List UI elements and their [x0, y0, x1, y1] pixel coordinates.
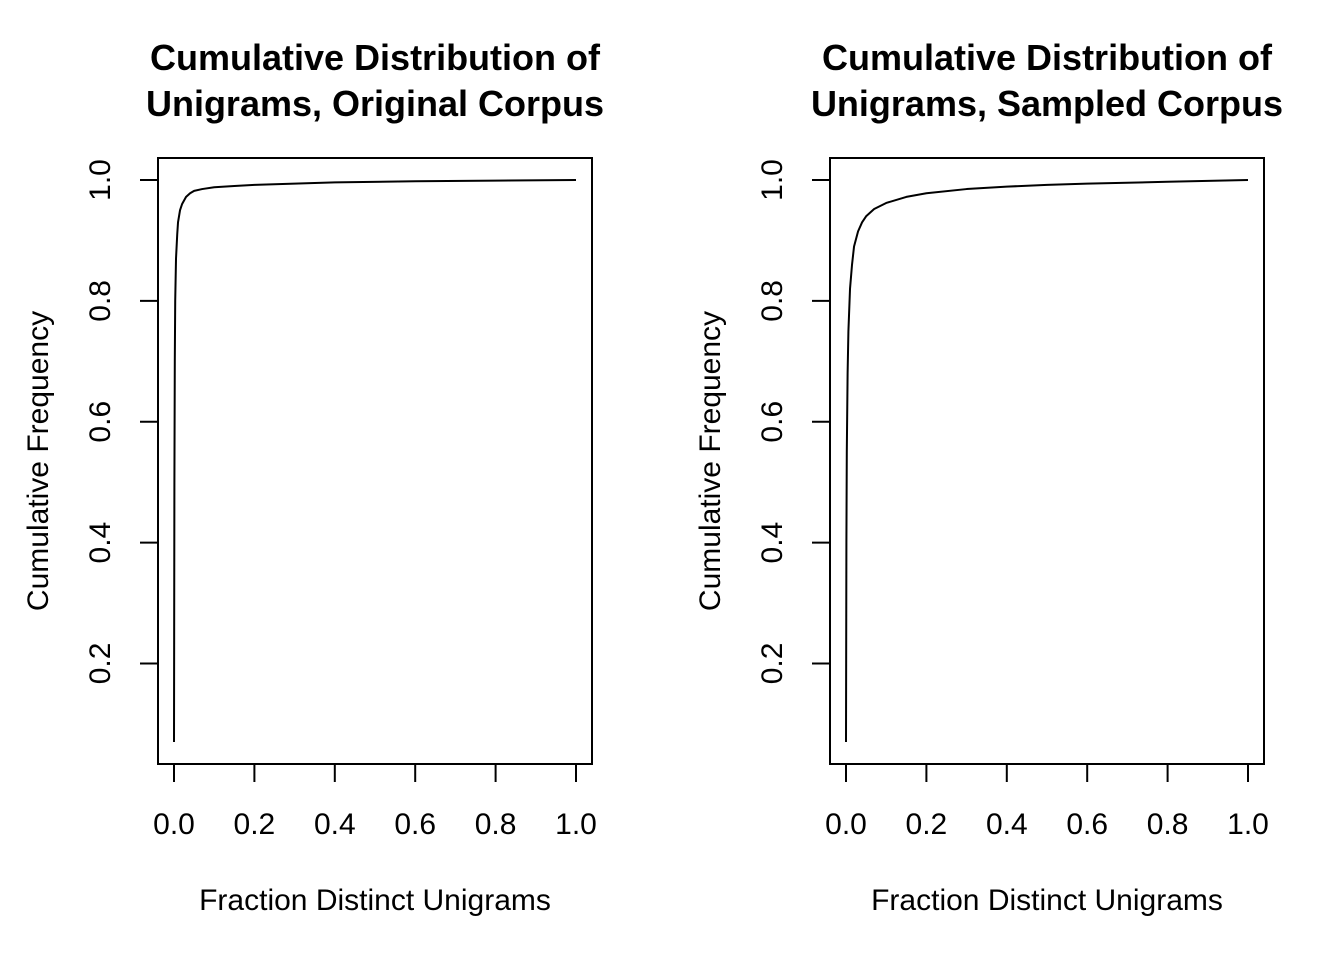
x-tick-label: 0.8: [1147, 808, 1189, 841]
y-tick-label: 1.0: [756, 159, 789, 201]
chart-title-line-2: Unigrams, Original Corpus: [146, 83, 604, 124]
x-tick-label: 1.0: [1227, 808, 1269, 841]
y-tick-label: 0.6: [756, 401, 789, 443]
x-tick-label: 0.6: [394, 808, 436, 841]
x-tick-label: 0.0: [825, 808, 867, 841]
chart-title-line-1: Cumulative Distribution of: [822, 37, 1273, 78]
y-tick-label: 0.6: [84, 401, 117, 443]
y-tick-label: 0.2: [756, 643, 789, 685]
chart-panel-1: Cumulative Distribution of Unigrams, Orig…: [22, 37, 604, 917]
chart-panel-2: Cumulative Distribution of Unigrams, Samp…: [694, 37, 1283, 917]
y-tick-label: 0.2: [84, 643, 117, 685]
x-tick-label: 0.2: [906, 808, 948, 841]
series-line: [173, 179, 577, 743]
chart-title-line-1: Cumulative Distribution of: [150, 37, 601, 78]
y-tick-label: 0.4: [84, 522, 117, 564]
x-tick-label: 0.4: [314, 808, 356, 841]
x-tick-label: 0.4: [986, 808, 1028, 841]
x-tick-label: 0.8: [475, 808, 517, 841]
chart-title-line-2: Unigrams, Sampled Corpus: [811, 83, 1283, 124]
plot-frame: [829, 157, 1265, 765]
x-tick-label: 0.2: [234, 808, 276, 841]
x-tick-label: 0.6: [1066, 808, 1108, 841]
series-line: [845, 179, 1249, 743]
plot-frame: [157, 157, 593, 765]
x-tick-label: 1.0: [555, 808, 597, 841]
y-tick-label: 0.4: [756, 522, 789, 564]
x-axis-label: Fraction Distinct Unigrams: [199, 884, 551, 917]
y-tick-label: 0.8: [84, 280, 117, 322]
y-tick-label: 0.8: [756, 280, 789, 322]
y-tick-label: 1.0: [84, 159, 117, 201]
y-axis-label: Cumulative Frequency: [694, 311, 727, 611]
y-axis-label: Cumulative Frequency: [22, 311, 55, 611]
x-axis-label: Fraction Distinct Unigrams: [871, 884, 1223, 917]
x-tick-label: 0.0: [153, 808, 195, 841]
